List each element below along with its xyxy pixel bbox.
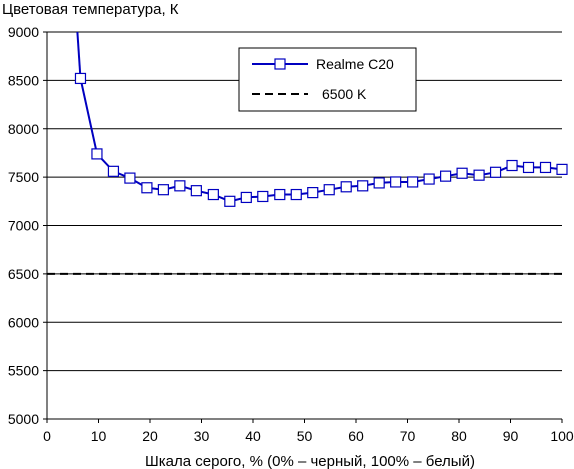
y-tick-label: 9000	[8, 24, 39, 40]
y-tick-label: 5500	[8, 363, 39, 379]
data-point	[141, 182, 153, 194]
data-point	[124, 172, 136, 184]
axes	[43, 31, 563, 423]
data-point	[440, 170, 452, 182]
data-point	[323, 184, 335, 196]
data-point	[290, 188, 302, 201]
x-tick-label: 60	[348, 428, 364, 444]
data-point	[506, 159, 518, 172]
y-tick-label: 5000	[8, 411, 39, 427]
x-tick-label: 100	[550, 428, 574, 444]
x-tick-label: 70	[400, 428, 416, 444]
series-layer	[47, 31, 568, 275]
data-point	[390, 176, 402, 188]
data-point	[157, 184, 169, 196]
y-tick-label: 8500	[8, 72, 39, 88]
data-point	[556, 163, 568, 175]
data-point	[91, 148, 103, 160]
data-point	[456, 167, 468, 179]
data-point	[522, 161, 535, 174]
legend: Realme C20 6500 K	[238, 47, 417, 112]
data-point	[107, 165, 120, 177]
x-tick-label: 20	[142, 428, 158, 444]
x-tick-label: 80	[451, 428, 467, 444]
data-point	[307, 187, 319, 199]
data-point	[207, 188, 219, 201]
data-point	[340, 181, 352, 193]
y-tick-label: 7000	[8, 218, 39, 234]
data-point	[174, 180, 186, 192]
y-tick-label: 6500	[8, 266, 39, 282]
x-axis-label: Шкала серого, % (0% – черный, 100% – бел…	[145, 453, 475, 469]
x-tick-label: 0	[43, 428, 51, 444]
x-tick-label: 50	[297, 428, 313, 444]
data-point	[473, 169, 485, 181]
data-point	[423, 173, 435, 185]
chart-title: Цветовая температура, К	[2, 1, 179, 18]
y-tick-label: 8000	[8, 121, 39, 137]
x-tick-label: 40	[245, 428, 261, 444]
data-point	[407, 176, 419, 188]
series-lead-in-line	[76, 31, 82, 79]
data-point	[373, 177, 385, 189]
data-point	[224, 195, 236, 207]
x-tick-label: 10	[91, 428, 107, 444]
data-point	[489, 166, 502, 178]
legend-box	[238, 47, 417, 112]
tick-labels: 5000 5500 6000 6500 7000 7500 8000 8500 9000 0 10 2…	[8, 24, 574, 444]
data-point	[74, 72, 87, 85]
x-tick-label: 90	[503, 428, 519, 444]
data-point	[539, 161, 552, 174]
data-point	[190, 185, 202, 197]
legend-marker-realme-c20	[274, 58, 286, 70]
legend-label-realme-c20: Realme C20	[316, 56, 394, 72]
x-tick-label: 30	[194, 428, 210, 444]
data-point	[240, 191, 252, 204]
y-tick-label: 7500	[8, 169, 39, 185]
data-point	[357, 180, 369, 192]
y-tick-label: 6000	[8, 314, 39, 330]
legend-label-6500k: 6500 K	[322, 86, 367, 102]
data-point	[274, 188, 286, 201]
data-point	[257, 190, 269, 203]
